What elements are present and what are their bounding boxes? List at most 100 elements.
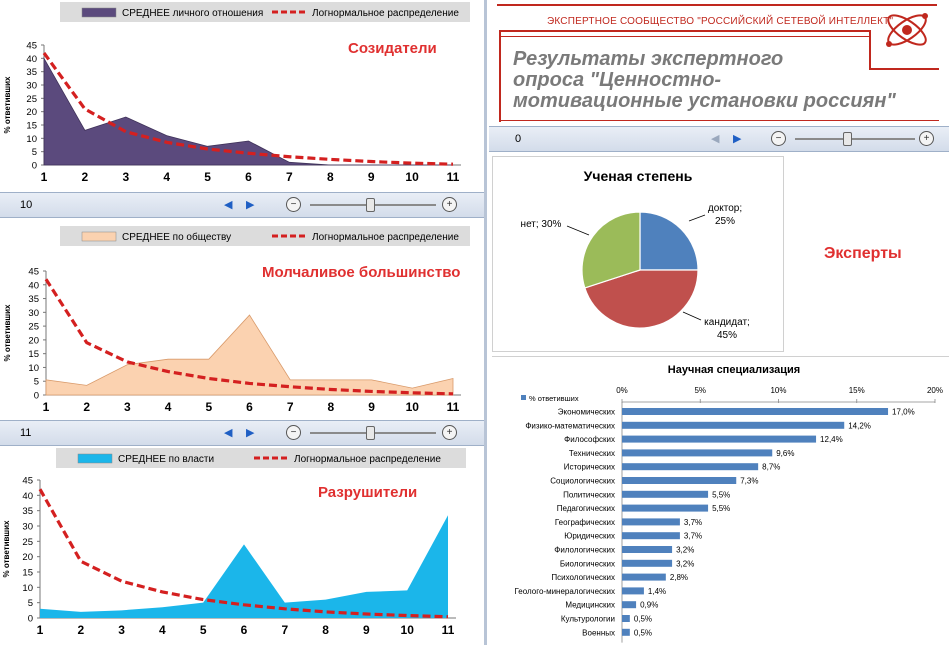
x-tick-label: 10 <box>405 170 419 184</box>
bar <box>622 421 845 429</box>
bar-value-label: 5,5% <box>712 504 730 513</box>
zoom-out-icon[interactable]: − <box>286 197 301 212</box>
y-tick-label: 15 <box>28 349 39 360</box>
bar-value-label: 5,5% <box>712 490 730 499</box>
legend-background <box>60 226 470 246</box>
bar <box>622 601 637 609</box>
zoom-in-icon[interactable]: + <box>442 425 457 440</box>
area-series <box>43 56 453 166</box>
x-tick-label: 8 <box>322 623 329 637</box>
brand-panel: ЭКСПЕРТНОЕ СООБЩЕСТВО "РОССИЙСКИЙ СЕТЕВО… <box>489 0 949 126</box>
category-label: Биологических <box>560 559 615 568</box>
brand-page-number: 0 <box>515 133 522 145</box>
brand-frame-line <box>869 30 871 70</box>
zoom-slider-thumb[interactable] <box>843 132 852 146</box>
area-series <box>40 515 448 618</box>
prev-page-button[interactable]: ◀ <box>224 427 233 439</box>
x-tick-label: 1 <box>43 400 50 414</box>
legend-label-area: СРЕДНЕЕ по власти <box>118 454 214 465</box>
x-tick-label: 8 <box>327 170 334 184</box>
zoom-slider-track[interactable] <box>795 138 915 140</box>
zoom-slider-thumb[interactable] <box>366 426 375 440</box>
legend-swatch-area <box>81 7 117 18</box>
y-tick-label: 25 <box>28 322 39 333</box>
x-tick-label: 9 <box>368 170 375 184</box>
pie-slice <box>581 211 641 289</box>
x-tick-label: 1 <box>41 170 48 184</box>
x-tick-label: 7 <box>281 623 288 637</box>
y-tick-label: 10 <box>26 134 37 145</box>
experts-label: Эксперты <box>824 245 902 262</box>
bar <box>622 477 737 484</box>
x-tick-label: 5 <box>200 623 207 637</box>
bar-value-label: 0,5% <box>634 628 652 637</box>
specialization-chart-panel: Научная специализация % ответивших 0% 5% 10%… <box>492 356 949 646</box>
zoom-in-icon[interactable]: + <box>442 197 457 212</box>
x-tick-label: 2 <box>77 623 84 637</box>
prev-page-button[interactable]: ◀ <box>224 199 233 211</box>
next-page-button[interactable]: ▶ <box>246 199 255 211</box>
legend-background <box>56 448 466 468</box>
zoom-out-icon[interactable]: − <box>771 131 786 146</box>
legend-background <box>60 2 470 22</box>
leader-line <box>688 214 706 222</box>
zoom-slider-thumb[interactable] <box>366 198 375 212</box>
legend-swatch <box>521 395 526 400</box>
y-tick-label: 0 <box>32 161 37 172</box>
pie-label-value: 45% <box>717 330 737 341</box>
brand-frame-line <box>499 30 869 32</box>
bar-value-label: 3,7% <box>684 518 702 527</box>
x-tick-label: 9 <box>368 400 375 414</box>
y-tick-label: 35 <box>28 294 39 305</box>
next-page-button[interactable]: ▶ <box>733 133 742 145</box>
bar-value-label: 0,5% <box>634 615 652 624</box>
x-tick-label: 10 <box>401 623 415 637</box>
category-label: Технических <box>569 449 615 458</box>
chart-title: Созидатели <box>348 40 437 57</box>
creators-toolbar: 10 ◀ ▶ − + <box>0 192 484 218</box>
category-label: Филологических <box>554 546 615 555</box>
brand-frame-line <box>499 30 501 122</box>
bar-value-label: 9,6% <box>776 449 794 458</box>
majority-chart: СРЕДНЕЕ по обществу Логнормальное распред… <box>3 226 470 414</box>
bar-value-label: 7,3% <box>740 477 758 486</box>
legend-label-area: СРЕДНЕЕ личного отношения <box>122 8 263 19</box>
x-tick-label: 11 <box>442 623 455 637</box>
leader-line <box>682 311 702 321</box>
x-tick-label: 4 <box>163 170 170 184</box>
x-tick-label: 20% <box>927 386 943 395</box>
brand-toolbar: 0 ◀ ▶ − + <box>489 126 949 152</box>
prev-page-button[interactable]: ◀ <box>711 133 720 145</box>
category-label: Педагогических <box>557 504 615 513</box>
x-tick-label: 10 <box>406 400 420 414</box>
pie-label: нет; 30% <box>521 219 562 230</box>
bar <box>622 518 680 526</box>
bar-value-label: 12,4% <box>820 435 843 444</box>
y-tick-label: 35 <box>22 506 33 517</box>
y-tick-label: 25 <box>22 537 33 548</box>
zoom-in-icon[interactable]: + <box>919 131 934 146</box>
bar <box>622 546 673 553</box>
category-label: Медицинских <box>565 601 615 610</box>
y-tick-label: 35 <box>26 67 37 78</box>
legend-label: % ответивших <box>529 394 579 403</box>
category-label: Географических <box>555 518 615 527</box>
x-tick-label: 4 <box>159 623 166 637</box>
bar <box>622 463 759 471</box>
bar <box>622 615 630 622</box>
bar <box>622 587 644 595</box>
x-tick-label: 2 <box>82 170 89 184</box>
y-tick-label: 45 <box>28 267 39 278</box>
zoom-out-icon[interactable]: − <box>286 425 301 440</box>
x-tick-label: 10% <box>770 386 786 395</box>
y-tick-label: 30 <box>28 308 39 319</box>
bar-value-label: 1,4% <box>648 587 666 596</box>
bar <box>622 573 666 581</box>
pie-label-value: 25% <box>715 216 735 227</box>
brand-frame-line <box>869 68 939 70</box>
x-tick-label: 8 <box>328 400 335 414</box>
next-page-button[interactable]: ▶ <box>246 427 255 439</box>
x-tick-label: 3 <box>122 170 129 184</box>
bar-value-label: 3,7% <box>684 532 702 541</box>
legend-label-lognormal: Логнормальное распределение <box>294 454 441 465</box>
